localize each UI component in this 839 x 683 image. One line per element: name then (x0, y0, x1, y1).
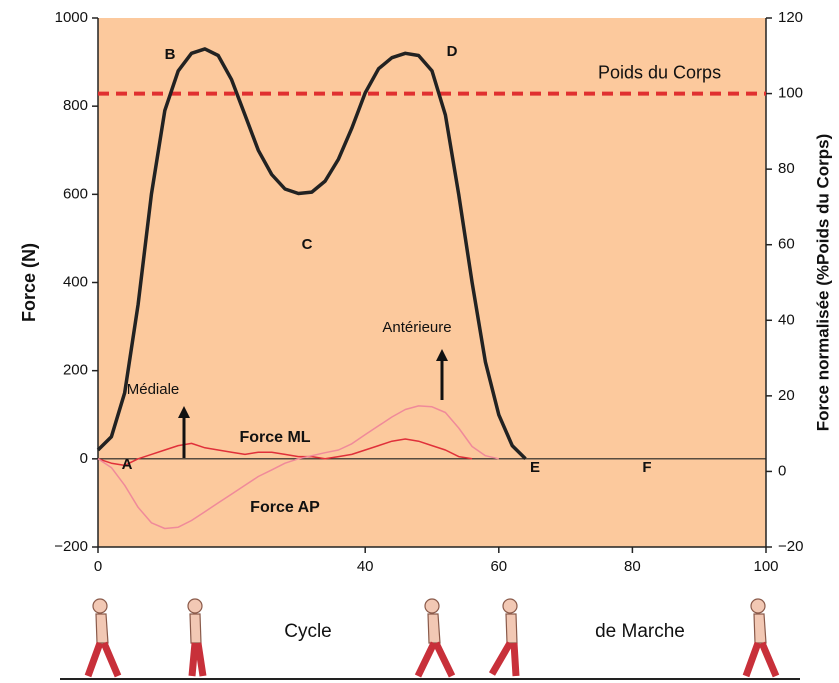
annotation: D (447, 43, 458, 60)
series-label: Force ML (239, 429, 310, 446)
series-line (96, 47, 527, 461)
plot-area (98, 18, 766, 547)
y-tick-label: 600 (63, 185, 88, 202)
y-tick-label: 0 (80, 450, 88, 467)
y2-tick-label: 100 (778, 85, 803, 102)
arrow-head (436, 349, 448, 361)
annotation: F (642, 459, 651, 476)
series-line (97, 438, 473, 467)
reference-label: Poids du Corps (598, 62, 721, 82)
annotation: Cycle (284, 621, 332, 642)
x-tick-label: 40 (357, 558, 374, 575)
y2-tick-label: 40 (778, 311, 795, 328)
y-axis-title: Force (N) (19, 243, 39, 322)
annotation: de Marche (595, 621, 685, 642)
y2-tick-label: 80 (778, 160, 795, 177)
x-tick-label: 80 (624, 558, 641, 575)
annotation: C (302, 236, 313, 253)
series-label: Force AP (250, 499, 320, 516)
y2-axis-title: Force normalisée (%Poids du Corps) (813, 134, 832, 432)
walking-figures (60, 598, 800, 680)
annotation: A (122, 456, 133, 473)
y-tick-label: 800 (63, 97, 88, 114)
y2-tick-label: 120 (778, 9, 803, 26)
y2-tick-label: 20 (778, 387, 795, 404)
y-tick-label: 400 (63, 273, 88, 290)
annotation: B (165, 46, 176, 63)
y2-tick-label: −20 (778, 538, 803, 555)
y2-tick-label: 60 (778, 236, 795, 253)
annotation: Antérieure (382, 319, 451, 336)
annotation: E (530, 459, 540, 476)
series-line (97, 405, 499, 530)
y2-tick-label: 0 (778, 462, 786, 479)
x-tick-label: 60 (490, 558, 507, 575)
x-tick-label: 0 (94, 558, 102, 575)
y-tick-label: 1000 (55, 9, 88, 26)
annotation: Médiale (127, 381, 180, 398)
y-tick-label: 200 (63, 362, 88, 379)
y-tick-label: −200 (54, 538, 88, 555)
x-tick-label: 100 (753, 558, 778, 575)
arrow-head (178, 406, 190, 418)
